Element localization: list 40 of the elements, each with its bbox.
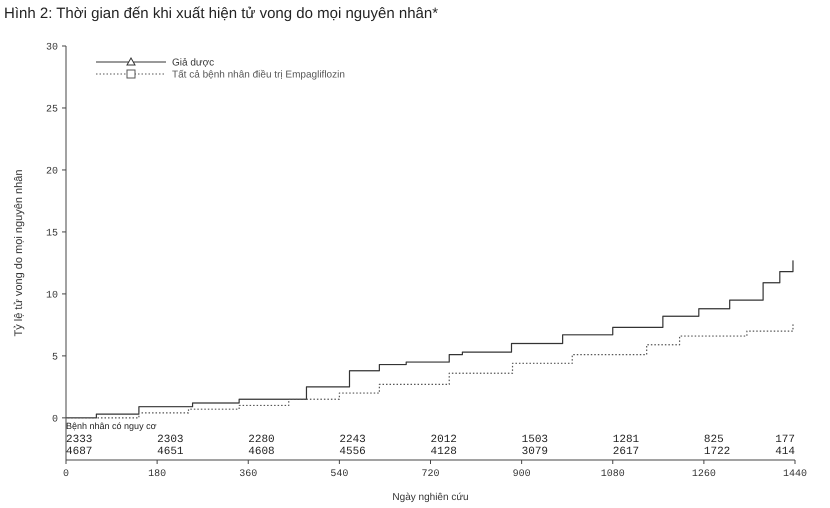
- annotation: Bệnh nhân có nguy cơ: [66, 421, 157, 432]
- x-tick-label: 1440: [782, 469, 808, 480]
- annotation: 1722: [704, 446, 730, 458]
- y-tick-label: 30: [46, 42, 58, 54]
- x-tick-label: 1260: [692, 469, 716, 480]
- text: Tất cả bệnh nhân điều trị Empagliflozin: [172, 70, 345, 80]
- x-tick-label: 0: [62, 469, 70, 480]
- annotation: 2333: [66, 434, 92, 446]
- x-tick-label: 540: [330, 469, 348, 480]
- annotation: 2243: [339, 434, 366, 446]
- y-tick-label: 15: [46, 228, 58, 240]
- x-tick-label: 720: [421, 469, 440, 480]
- x-tick-label: 900: [512, 469, 531, 480]
- y-tick-label: 10: [46, 290, 58, 302]
- annotation: 2303: [157, 434, 184, 446]
- annotation: 2280: [248, 434, 275, 446]
- annotation: 825: [704, 434, 724, 446]
- y-tick-label: 25: [46, 104, 58, 116]
- chart-title: Hình 2: Thời gian đến khi xuất hiện tử vong do mọi nguyên nhân*: [4, 5, 438, 22]
- annotation: 2012: [430, 434, 457, 446]
- annotation: 177: [775, 434, 795, 446]
- annotation: 4687: [66, 446, 92, 458]
- annotation: 4651: [157, 446, 184, 458]
- x-axis-title: Ngày nghiên cứu: [392, 492, 469, 503]
- annotation: 4556: [339, 446, 366, 458]
- x-tick-label: 180: [148, 469, 166, 480]
- annotation: 4128: [430, 446, 457, 458]
- annotation: 1503: [522, 434, 548, 446]
- annotation: 3079: [522, 446, 548, 458]
- text: Giả dược: [172, 58, 214, 68]
- y-tick-label: 20: [46, 166, 58, 178]
- annotation: 1281: [612, 434, 640, 446]
- annotation: 4608: [248, 446, 275, 458]
- y-tick-label: 5: [52, 352, 58, 364]
- x-tick-label: 1080: [600, 469, 625, 480]
- x-tick-label: 360: [239, 469, 258, 480]
- annotation: 2617: [612, 446, 640, 458]
- y-axis-title: Tỷ lệ tử vong do mọi nguyên nhân: [13, 170, 25, 336]
- annotation: 414: [775, 446, 796, 458]
- y-tick-label: 0: [52, 414, 58, 426]
